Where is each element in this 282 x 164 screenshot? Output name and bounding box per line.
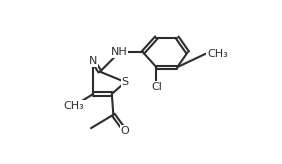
Text: N: N [89, 56, 98, 66]
Text: S: S [122, 77, 129, 87]
Text: CH₃: CH₃ [207, 49, 228, 59]
Text: Cl: Cl [151, 82, 162, 92]
Text: NH: NH [111, 47, 128, 57]
Text: O: O [121, 126, 130, 136]
Text: CH₃: CH₃ [63, 101, 84, 111]
